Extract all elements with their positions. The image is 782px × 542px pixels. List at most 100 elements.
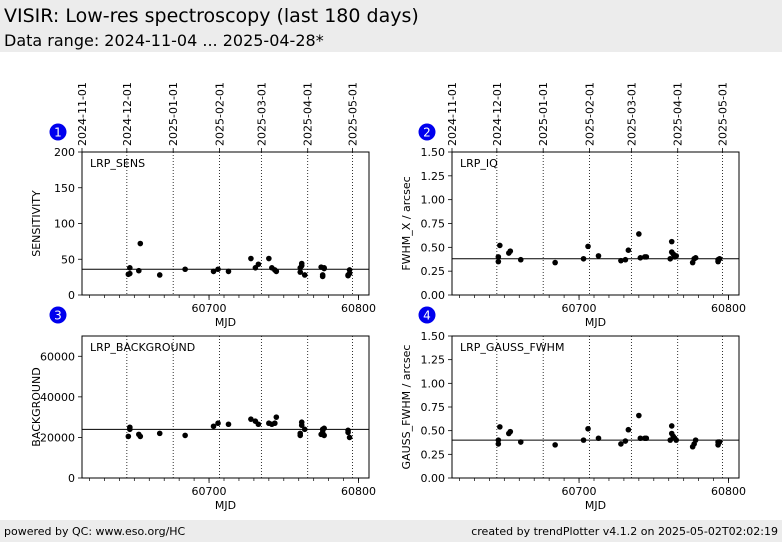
data-point	[297, 269, 304, 275]
data-point	[319, 273, 326, 280]
data-point	[321, 265, 327, 272]
panel-number-text: 1	[54, 126, 62, 140]
data-point	[215, 266, 221, 273]
x-tick-label: 60800	[341, 302, 376, 315]
data-point	[248, 255, 254, 262]
data-point	[595, 435, 602, 442]
data-point	[495, 437, 502, 443]
data-point	[136, 267, 142, 274]
panel-number-badge	[418, 123, 436, 141]
data-point	[301, 272, 308, 278]
date-tick-label: 2025-03-01	[625, 82, 638, 146]
y-tick-label: 0.00	[421, 472, 446, 485]
y-tick-label: 150	[54, 182, 75, 195]
data-point	[248, 416, 254, 422]
data-point	[643, 435, 650, 442]
data-point	[137, 240, 144, 247]
data-point	[297, 430, 304, 437]
y-tick-label: 0.50	[421, 241, 446, 254]
parameter-label: LRP_SENS	[90, 157, 145, 170]
data-point	[625, 426, 632, 433]
y-tick-label: 0.75	[421, 218, 446, 231]
data-point	[716, 439, 723, 445]
data-point	[210, 268, 217, 275]
data-point	[507, 248, 514, 254]
x-tick-label: 60700	[562, 302, 597, 315]
data-point	[673, 437, 680, 443]
y-tick-label: 0.50	[421, 425, 446, 438]
panel-number-text: 4	[423, 309, 431, 323]
data-point	[636, 412, 642, 419]
date-tick-label: 2025-02-01	[584, 82, 597, 146]
powered-by-text: powered by QC: www.eso.org/HC	[4, 525, 186, 538]
chart-panel-1: 2024-11-01 2024-12-01 2025-01-01 2025-02-01…	[30, 82, 376, 329]
y-axis-label: BACKGROUND	[30, 367, 43, 446]
data-point	[298, 260, 305, 267]
y-tick-label: 0	[68, 472, 75, 485]
y-axis-label: GAUSS_FWHM / arcsec	[400, 345, 413, 470]
data-point	[255, 261, 262, 268]
data-point	[182, 266, 188, 273]
created-by-text: created by trendPlotter v4.1.2 on 2025-0…	[471, 525, 778, 538]
y-tick-label: 0.75	[421, 401, 446, 414]
data-point	[495, 258, 502, 265]
data-point	[585, 243, 591, 250]
data-point	[692, 255, 699, 261]
date-tick-label: 2025-03-01	[255, 82, 268, 146]
date-tick-label: 2024-12-01	[121, 82, 134, 146]
panel-number-badge	[418, 306, 436, 324]
date-tick-label: 2024-11-01	[76, 82, 89, 146]
data-point	[156, 430, 163, 437]
data-range-subtitle: Data range: 2024-11-04 ... 2025-04-28*	[4, 31, 324, 50]
data-point	[321, 432, 327, 439]
y-tick-label: 1.00	[421, 194, 446, 207]
chart-panel-4: 60700 60800 0.00 0.25 0.50 0.75 1.00 1.25 1.50 LR…	[400, 306, 746, 512]
y-axis-label: SENSITIVITY	[30, 190, 43, 257]
data-point	[127, 270, 133, 277]
y-tick-label: 1.00	[421, 377, 446, 390]
y-tick-label: 1.25	[421, 354, 446, 367]
y-tick-label: 60000	[40, 350, 75, 363]
panel-number-text: 2	[423, 126, 431, 140]
y-tick-label: 200	[54, 146, 75, 159]
data-point	[625, 247, 632, 253]
data-point	[580, 437, 587, 443]
data-point	[127, 424, 133, 431]
y-axis-label: FWHM_X / arcsec	[400, 176, 413, 270]
data-point	[673, 253, 680, 259]
x-tick-label: 60700	[192, 302, 227, 315]
data-point	[225, 421, 232, 428]
data-point	[668, 423, 675, 429]
data-point	[692, 437, 699, 443]
page-title: VISIR: Low-res spectroscopy (last 180 da…	[4, 5, 419, 27]
date-tick-label: 2024-12-01	[491, 82, 504, 146]
panel-number-badge	[49, 123, 67, 141]
parameter-label: LRP_BACKGROUND	[90, 341, 195, 354]
data-point	[637, 255, 644, 261]
x-tick-label: 60800	[711, 485, 746, 498]
chart-panel-3: 60700 60800 0 20000 40000 60000 LRP_BACKGROUND…	[30, 306, 376, 512]
data-point	[210, 423, 217, 430]
data-point	[127, 265, 133, 271]
date-tick-label: 2024-11-01	[446, 82, 459, 146]
y-tick-label: 20000	[40, 431, 75, 444]
x-axis-label: MJD	[585, 316, 606, 329]
data-point	[137, 433, 144, 440]
data-point	[618, 257, 624, 264]
report-header: VISIR: Low-res spectroscopy (last 180 da…	[0, 0, 782, 52]
data-point	[273, 414, 280, 420]
y-tick-label: 0.00	[421, 289, 446, 302]
report-footer: powered by QC: www.eso.org/HC created by…	[0, 520, 782, 542]
data-point	[622, 438, 629, 444]
y-tick-label: 1.25	[421, 170, 446, 183]
date-tick-label: 2025-05-01	[717, 82, 730, 146]
data-point	[125, 433, 132, 440]
data-point	[495, 254, 502, 260]
data-point	[497, 242, 503, 249]
data-point	[298, 419, 305, 426]
data-point	[182, 432, 188, 439]
x-tick-label: 60800	[711, 302, 746, 315]
date-tick-label: 2025-04-01	[672, 82, 685, 146]
data-point	[272, 420, 278, 427]
